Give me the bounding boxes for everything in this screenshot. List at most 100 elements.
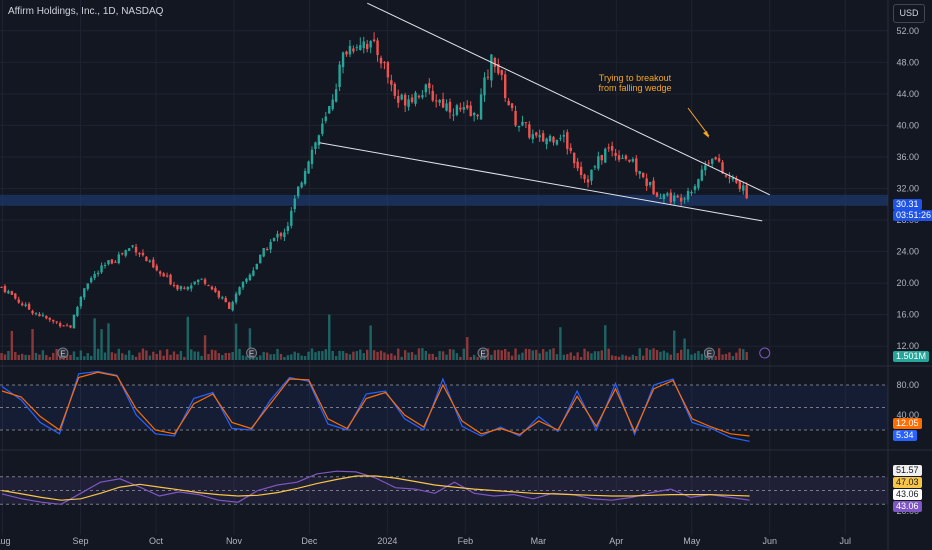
stoch-tick: 80.00 [896, 380, 919, 390]
volume-bar [348, 354, 352, 360]
volume-bar [134, 356, 138, 360]
volume-bar [679, 349, 683, 360]
volume-bar [79, 350, 83, 360]
candle-body [224, 298, 227, 303]
volume-bar [131, 354, 134, 360]
volume-bar [272, 354, 276, 360]
volume-bar [445, 354, 448, 360]
candle-body [479, 94, 483, 120]
volume-bar [690, 354, 693, 360]
volume-bar [162, 355, 165, 360]
candle-body [490, 54, 493, 81]
candle-body [559, 137, 562, 139]
candle-body [286, 226, 290, 232]
volume-bar [507, 351, 510, 360]
stoch-tick: 40.00 [896, 410, 919, 420]
volume-bar [359, 349, 362, 360]
candle-body [217, 291, 221, 298]
candle-body [500, 70, 503, 75]
candle-body [155, 265, 158, 271]
time-tick: Feb [458, 536, 474, 546]
candle-body [200, 278, 203, 280]
volume-bar [407, 352, 410, 360]
volume-bar [45, 355, 48, 360]
volume-bar [393, 355, 396, 360]
volume-bar [186, 316, 189, 360]
candle-body [407, 99, 410, 107]
volume-bar [207, 354, 210, 360]
volume-bar [559, 327, 562, 360]
candle-body [196, 280, 200, 282]
candle-body [441, 98, 445, 108]
candle-body [372, 39, 376, 42]
volume-bar [366, 349, 369, 360]
volume-bar [7, 350, 10, 360]
candle-body [438, 99, 441, 103]
candle-body [183, 287, 186, 289]
earnings-icon [246, 347, 258, 359]
volume-bar [738, 348, 741, 360]
volume-bar [631, 354, 635, 360]
annotation-arrow-head [703, 131, 709, 138]
candle-body [210, 286, 214, 290]
volume-bar [279, 353, 283, 360]
candle-body [65, 325, 69, 327]
volume-bar [17, 354, 20, 360]
volume-bar [717, 348, 721, 360]
candle-body [673, 195, 676, 202]
candle-body [386, 62, 390, 78]
currency-button[interactable]: USD [893, 4, 925, 23]
volume-bar [169, 354, 172, 360]
volume-bar [659, 351, 662, 360]
price-tick: 52.00 [896, 26, 919, 36]
volume-bar [510, 355, 514, 360]
candle-body [186, 287, 189, 290]
earnings-label: E [249, 350, 254, 359]
volume-bar [638, 348, 641, 360]
volume-bar [673, 330, 676, 360]
candle-body [700, 169, 704, 181]
candle-body [590, 169, 593, 181]
candle-body [190, 285, 193, 289]
candle-body [79, 296, 83, 307]
candle-body [103, 264, 107, 266]
volume-bar [34, 352, 38, 360]
volume-bar [179, 351, 183, 360]
volume-bar [314, 352, 317, 360]
candle-body [221, 297, 224, 299]
volume-bar [331, 351, 334, 360]
candle-body [448, 101, 452, 113]
volume-bar [666, 352, 669, 360]
volume-bar [48, 356, 51, 360]
volume-bar [697, 351, 700, 360]
volume-bar [148, 355, 152, 360]
candle-body [424, 84, 428, 93]
candle-body [96, 272, 100, 274]
volume-bar [221, 354, 224, 360]
candle-body [317, 135, 321, 146]
price-tick: 44.00 [896, 89, 919, 99]
volume-bar [455, 353, 459, 360]
candle-body [300, 182, 303, 188]
volume-bar [538, 353, 541, 360]
candle-body [604, 148, 607, 163]
candle-body [393, 83, 396, 96]
candle-body [593, 166, 597, 168]
volume-bar [317, 351, 321, 360]
candle-body [504, 74, 507, 99]
volume-bar [376, 351, 379, 360]
volume-bar [121, 353, 124, 360]
time-tick: Aug [0, 536, 11, 546]
candle-body [466, 105, 469, 109]
candle-body [704, 165, 707, 171]
volume-bar [490, 354, 493, 360]
volume-bar [379, 350, 383, 360]
volume-bar [107, 323, 110, 360]
candle-body [414, 92, 417, 104]
earnings-label: E [707, 350, 712, 359]
volume-bar [583, 348, 586, 360]
volume-bar [669, 354, 672, 360]
volume-bar [731, 355, 735, 360]
candle-body [728, 177, 731, 179]
candle-body [573, 152, 576, 164]
